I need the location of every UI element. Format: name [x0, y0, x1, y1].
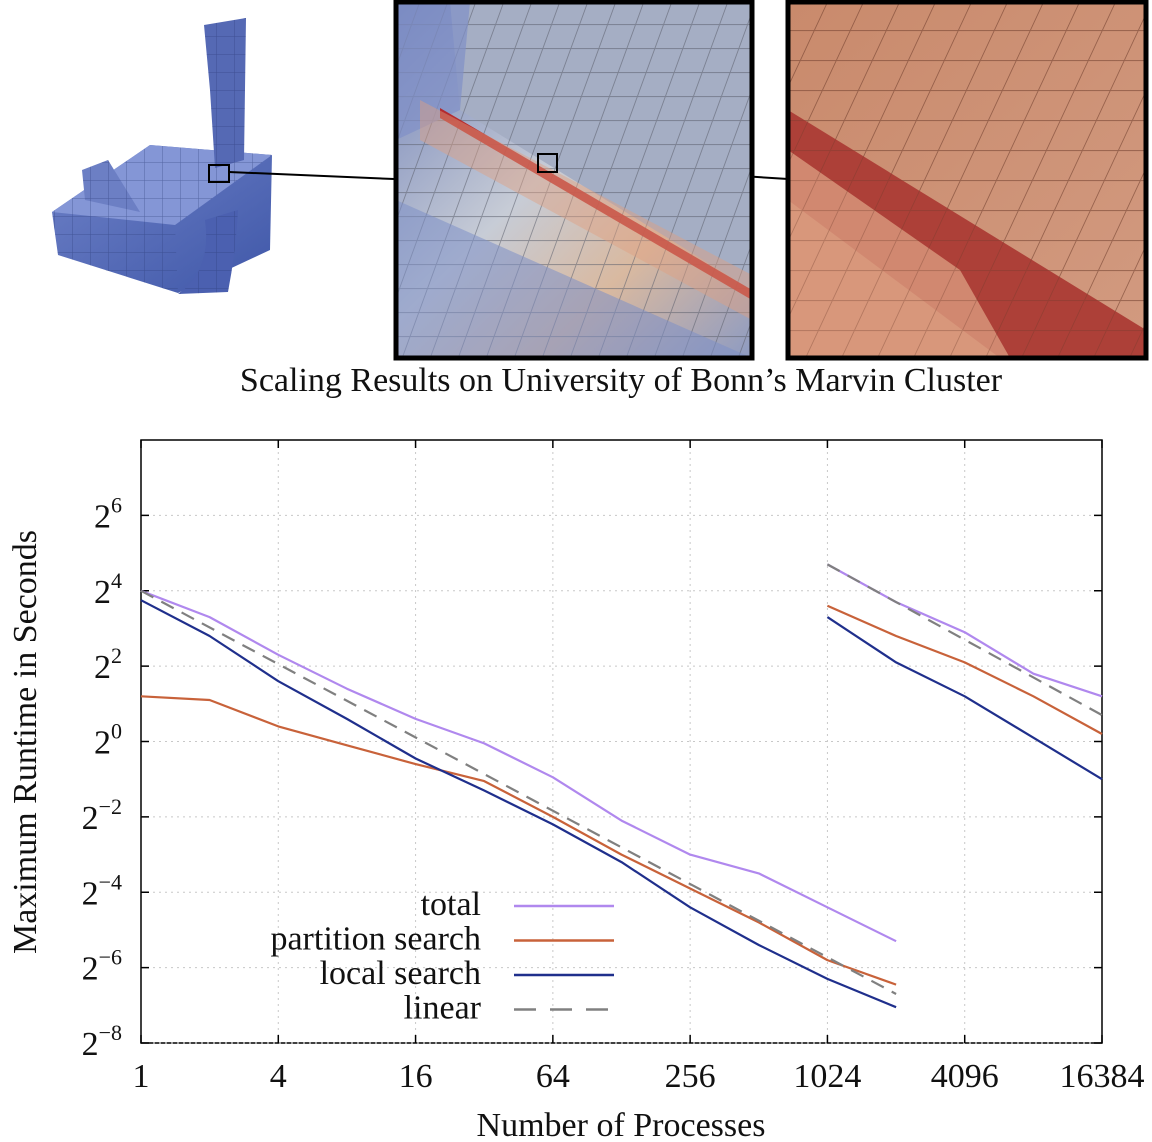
x-tick-label: 16384 — [1060, 1058, 1145, 1095]
grid-layer — [141, 440, 1102, 1044]
zoom-level-1 — [393, 0, 755, 361]
figure-row — [0, 0, 1152, 362]
series-line-local-search — [826, 616, 1103, 781]
tick-layer: 1 4 16 64 256 1024 4096 16384 2−8 2−6 2−4 2−2 20 22 24… — [82, 440, 1145, 1095]
x-tick-label: 4 — [270, 1058, 287, 1095]
y-tick-label: 2−4 — [82, 869, 122, 912]
x-tick-label: 16 — [399, 1058, 433, 1095]
y-tick-label: 2−8 — [82, 1020, 122, 1063]
series-layer — [140, 563, 1103, 1009]
series-line-total — [140, 589, 897, 943]
figure-title: Scaling Results on University of Bonn’s … — [239, 362, 1003, 399]
zoom-level-2 — [785, 0, 1149, 361]
y-axis-label: Maximum Runtime in Seconds — [7, 530, 44, 954]
x-tick-label: 1 — [133, 1058, 150, 1095]
series-line-linear — [140, 589, 897, 995]
legend-label: total — [421, 886, 481, 923]
series-line-linear — [826, 563, 1103, 717]
mesh-illustration — [52, 0, 1149, 361]
series-line-local-search — [140, 599, 897, 1009]
legend-label: partition search — [270, 921, 481, 958]
y-tick-label: 24 — [94, 568, 122, 611]
x-axis-label: Number of Processes — [477, 1107, 766, 1142]
plot-frame — [140, 439, 1103, 1044]
x-tick-label: 1024 — [793, 1058, 861, 1095]
y-tick-label: 2−6 — [82, 945, 122, 988]
y-tick-label: 22 — [94, 643, 122, 686]
legend-label: local search — [320, 955, 481, 992]
x-tick-label: 4096 — [931, 1058, 999, 1095]
connector-line — [228, 171, 395, 180]
y-tick-label: 2−2 — [82, 794, 122, 837]
series-line-partition-search — [826, 604, 1103, 735]
x-tick-label: 64 — [536, 1058, 570, 1095]
series-line-total — [826, 563, 1103, 698]
y-tick-label: 20 — [94, 719, 122, 762]
x-tick-label: 256 — [665, 1058, 716, 1095]
legend-label: linear — [404, 990, 482, 1027]
mesh-overview — [52, 18, 272, 294]
series-line-partition-search — [140, 695, 897, 986]
y-tick-label: 26 — [94, 492, 122, 535]
